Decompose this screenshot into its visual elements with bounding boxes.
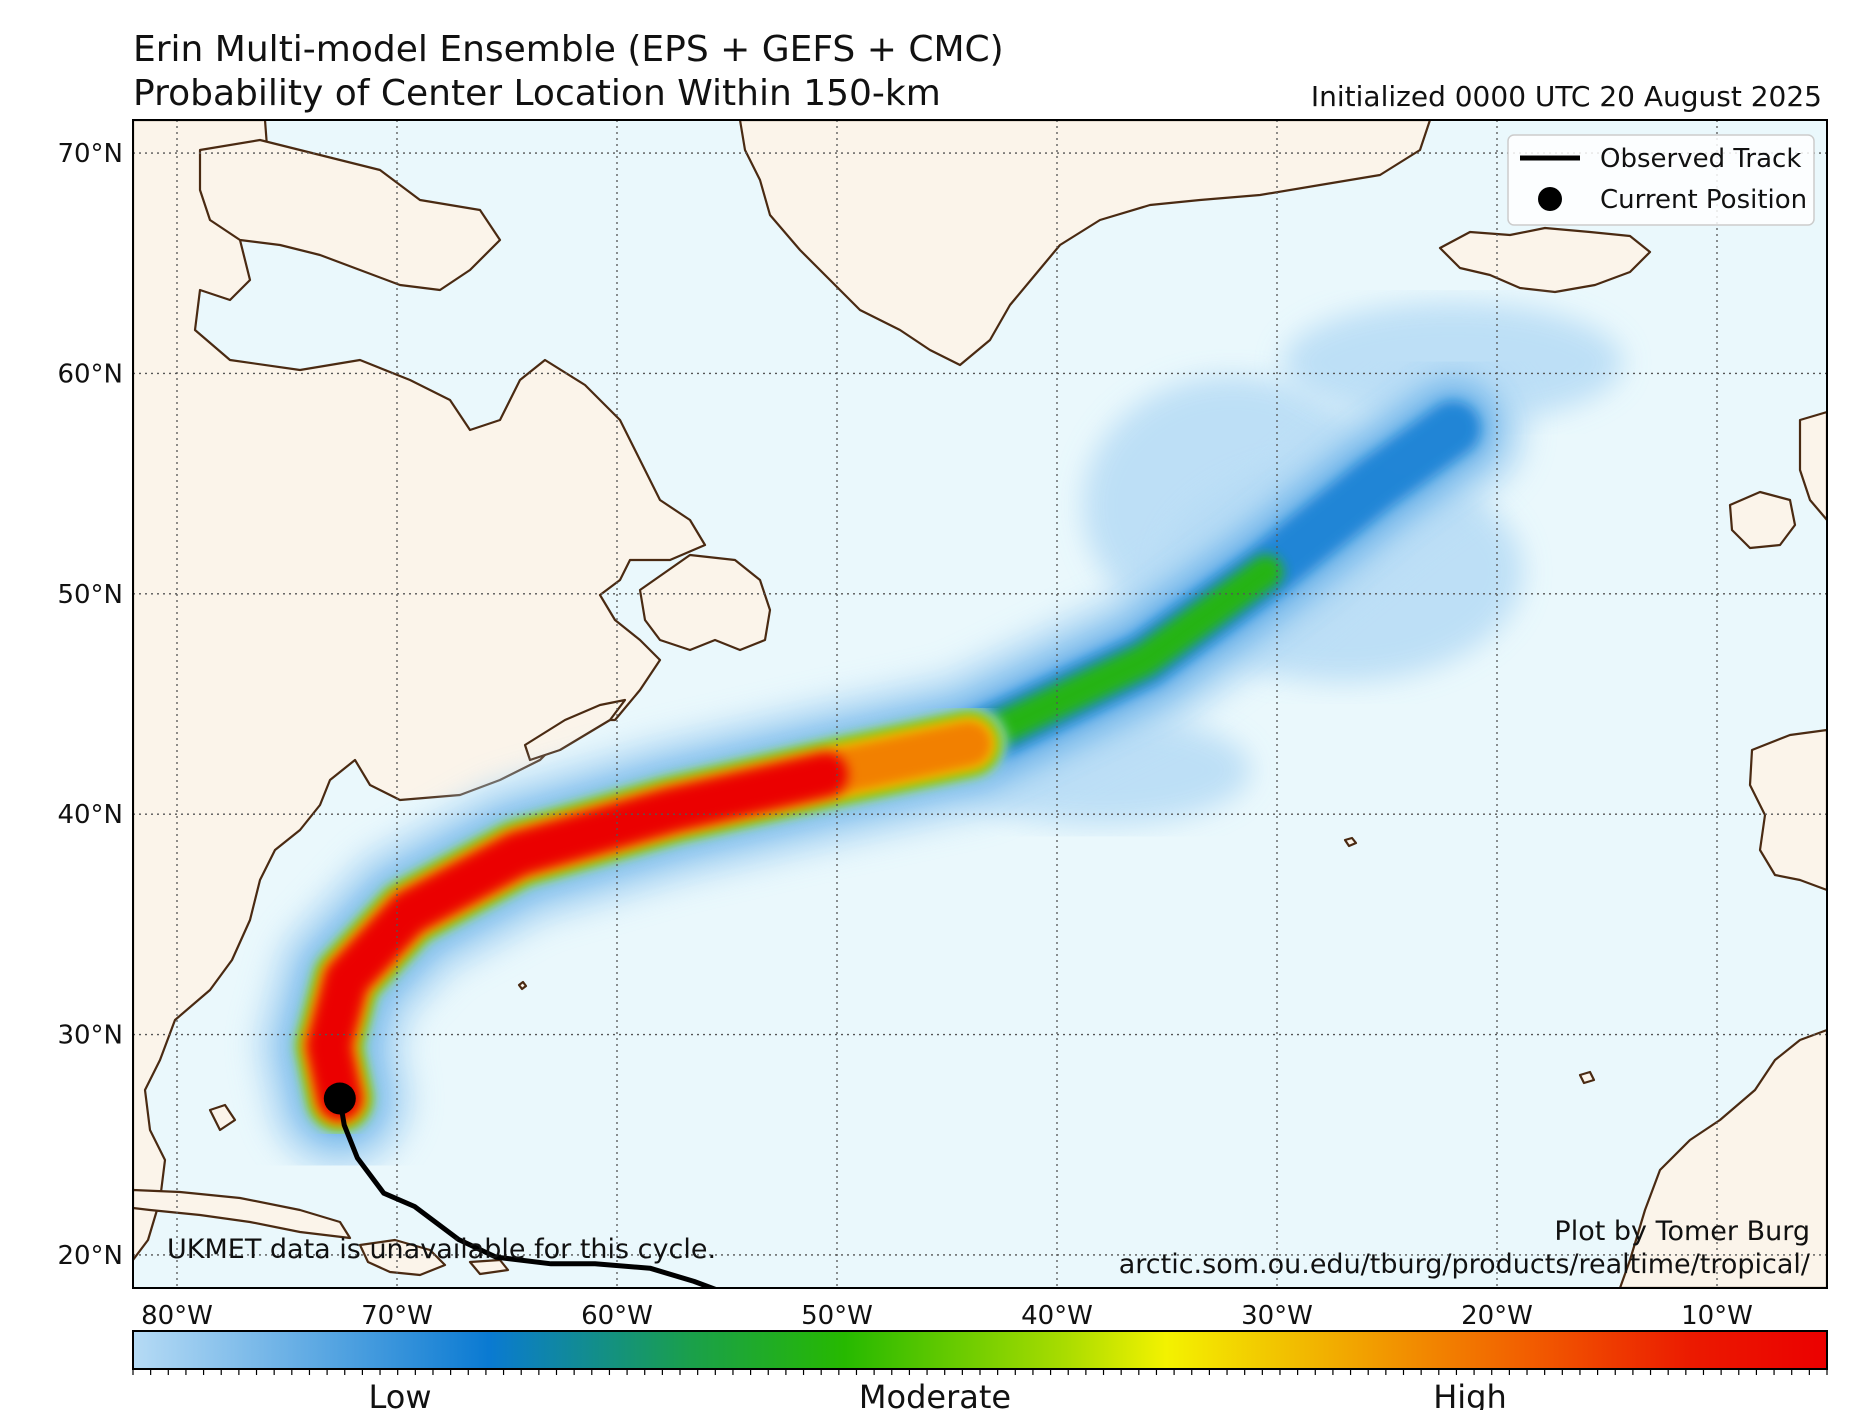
probability-swath — [253, 302, 1623, 1174]
azores — [1343, 836, 1358, 848]
map-frame — [132, 119, 1828, 1289]
legend: Observed Track Current Position — [1507, 134, 1815, 226]
graticule — [133, 120, 1827, 1288]
canary-islands — [1578, 1070, 1596, 1085]
colorbar-label-low: Low — [368, 1378, 431, 1410]
great-britain — [1798, 410, 1827, 522]
lat-label-3: 40°N — [57, 800, 123, 830]
lon-label-7: 10°W — [1681, 1301, 1753, 1331]
north-africa — [1618, 1028, 1827, 1288]
newfoundland — [638, 553, 772, 652]
bermuda — [517, 980, 528, 991]
ukmet-note: UKMET data is unavailable for this cycle… — [167, 1234, 716, 1265]
credit-line-2: arctic.som.ou.edu/tburg/products/realtim… — [1119, 1249, 1811, 1280]
current-position-marker — [323, 1082, 356, 1115]
lat-label-2: 50°N — [57, 580, 123, 610]
colorbar-label-moderate: Moderate — [859, 1378, 1011, 1410]
iceland — [1438, 226, 1652, 294]
puerto-rico — [468, 1258, 510, 1276]
observed-track-line — [337, 1096, 719, 1288]
lon-label-1: 70°W — [361, 1301, 433, 1331]
legend-observed-track: Observed Track — [1600, 144, 1801, 174]
land-masses — [133, 120, 1827, 1288]
cuba — [133, 1188, 352, 1240]
lon-label-4: 40°W — [1021, 1301, 1093, 1331]
lon-label-0: 80°W — [141, 1301, 213, 1331]
credit-line-1: Plot by Tomer Burg — [1554, 1216, 1810, 1247]
lat-label-4: 30°N — [57, 1021, 123, 1051]
title-line-2: Probability of Center Location Within 15… — [133, 73, 941, 114]
lon-label-3: 50°W — [801, 1301, 873, 1331]
ireland — [1728, 490, 1797, 550]
observed-track — [337, 1096, 719, 1288]
legend-position-swatch — [1538, 187, 1562, 211]
hispaniola — [358, 1238, 447, 1277]
bahamas — [208, 1103, 237, 1132]
greenland — [738, 120, 1432, 367]
colorbar: Low Moderate High — [132, 1330, 1828, 1410]
lon-label-5: 30°W — [1241, 1301, 1313, 1331]
lon-label-6: 20°W — [1461, 1301, 1533, 1331]
longitude-labels: 80°W 70°W 60°W 50°W 40°W 30°W 20°W 10°W — [141, 1301, 1753, 1331]
swath-core-red — [306, 752, 848, 1121]
colorbar-gradient — [132, 1330, 1828, 1370]
north-america — [133, 120, 707, 1262]
lat-label-5: 20°N — [57, 1241, 123, 1271]
nova-scotia — [523, 698, 627, 762]
initialized-time: Initialized 0000 UTC 20 August 2025 — [1310, 80, 1822, 113]
title-line-1: Erin Multi-model Ensemble (EPS + GEFS + … — [133, 29, 1004, 70]
baffin-island — [198, 138, 502, 292]
lon-label-2: 60°W — [581, 1301, 653, 1331]
lat-label-1: 60°N — [57, 359, 123, 389]
lat-label-0: 70°N — [57, 139, 123, 169]
iberia — [1748, 728, 1827, 892]
colorbar-label-high: High — [1433, 1378, 1507, 1410]
latitude-labels: 70°N 60°N 50°N 40°N 30°N 20°N — [57, 139, 123, 1271]
legend-current-position: Current Position — [1600, 185, 1807, 215]
